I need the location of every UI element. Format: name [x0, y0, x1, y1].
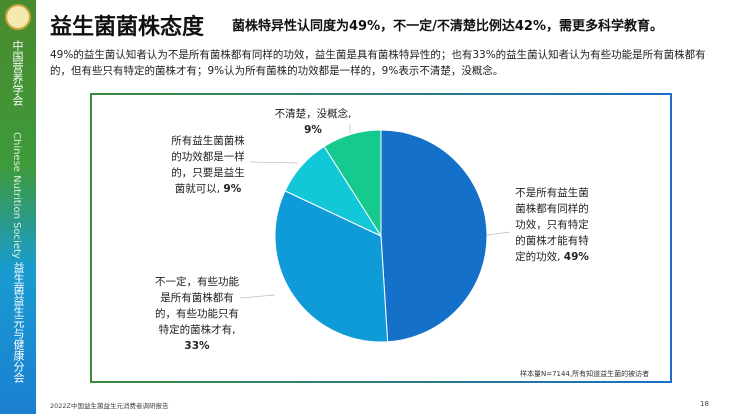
footer-text: 2022Z中国益生菌益生元消费者调研报告 [50, 402, 169, 410]
sample-note: 样本量N=7144,所有知道益生菌的被访者 [520, 370, 650, 378]
page-subtitle: 菌株特异性认同度为49%，不一定/不清楚比例达42%，需更多科学教育。 [232, 19, 663, 34]
sidebar: 中国营养学会 Chinese Nutrition Society 益生菌益生元与… [0, 0, 36, 414]
branch-name: 益生菌益生元与健康分会 [12, 262, 25, 383]
slice-label-3: 不清楚，没概念, 9% [274, 108, 352, 136]
org-name-cn: 中国营养学会 [11, 40, 24, 106]
pie-slice-0 [380, 129, 488, 343]
org-name-en: Chinese Nutrition Society [11, 132, 22, 259]
description: 49%的益生菌认知者认为不是所有菌株都有同样的功效，益生菌是具有菌株特异性的；也… [50, 49, 706, 77]
leader-line-2 [249, 161, 299, 164]
society-logo [5, 4, 31, 30]
slice-label-2: 所有益生菌菌株的功效都是一样的，只要是益生菌就可以, 9% [171, 135, 245, 195]
leader-line-1 [239, 294, 276, 299]
pie-slice-1 [274, 190, 389, 343]
pie-slice-3 [323, 129, 382, 238]
page-title: 益生菌菌株态度 [50, 15, 205, 40]
page-number: 18 [700, 400, 709, 408]
slice-label-1: 不一定，有些功能是所有菌株都有的，有些功能只有特定的菌株才有, 33% [155, 276, 239, 352]
leader-line-0 [486, 231, 511, 236]
slice-label-0: 不是所有益生菌菌株都有同样的功效，只有特定的菌株才能有特定的功效, 49% [515, 187, 589, 263]
